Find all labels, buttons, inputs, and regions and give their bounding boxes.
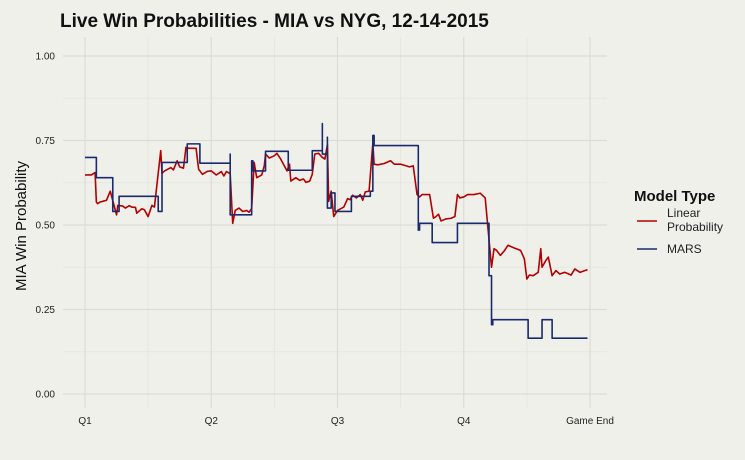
x-tick-label: Q4 — [457, 416, 471, 427]
y-tick-label: 0.50 — [36, 221, 56, 232]
y-tick-label: 0.75 — [36, 136, 56, 147]
legend-label-mars: MARS — [667, 242, 702, 256]
x-axis-ticks: Q1 Q2 Q3 Q4 Game End — [78, 416, 614, 427]
legend-label-linear-probability: Linear Probability — [667, 206, 723, 234]
series-line-mars — [85, 122, 588, 340]
x-tick-label: Q2 — [205, 416, 219, 427]
series-line-linear-probability — [85, 142, 588, 280]
y-tick-label: 0.25 — [36, 305, 56, 316]
x-tick-label: Q3 — [331, 416, 345, 427]
legend: Model Type Linear Probability MARS — [634, 188, 723, 256]
x-tick-label: Game End — [566, 416, 614, 427]
legend-title: Model Type — [634, 188, 715, 205]
grid-lines — [63, 37, 607, 408]
y-axis-ticks: 0.00 0.25 0.50 0.75 1.00 — [36, 52, 56, 401]
series-lines — [85, 122, 588, 340]
x-tick-label: Q1 — [78, 416, 92, 427]
y-axis-label: MIA Win Probability — [13, 160, 30, 291]
y-tick-label: 0.00 — [36, 390, 56, 401]
y-tick-label: 1.00 — [36, 52, 56, 63]
chart-title: Live Win Probabilities - MIA vs NYG, 12-… — [60, 11, 489, 32]
